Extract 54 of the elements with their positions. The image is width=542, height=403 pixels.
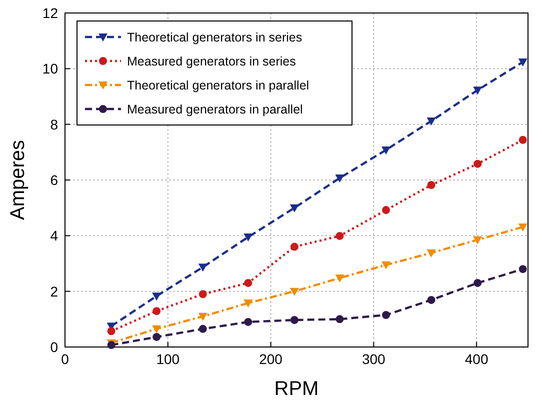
y-axis-title: Amperes <box>7 140 29 220</box>
point <box>198 290 207 298</box>
x-axis-title: RPM <box>274 378 319 400</box>
point <box>290 316 298 324</box>
point <box>152 325 162 334</box>
y-tick-label: 12 <box>42 5 58 21</box>
x-tick-label: 0 <box>61 351 70 367</box>
point <box>152 292 162 301</box>
point <box>290 288 299 296</box>
legend-label: Measured generators in series <box>127 54 296 68</box>
point <box>518 224 528 232</box>
point <box>244 278 252 287</box>
point <box>474 160 482 168</box>
point <box>427 181 436 190</box>
point <box>244 318 252 326</box>
point <box>152 332 161 341</box>
point <box>474 278 482 287</box>
y-tick-label: 4 <box>50 228 58 244</box>
point <box>473 236 482 244</box>
point <box>152 307 161 316</box>
point <box>244 234 253 242</box>
x-tick-label: 300 <box>362 351 386 367</box>
y-tick-label: 6 <box>50 172 58 188</box>
point <box>290 242 298 251</box>
point <box>336 315 344 324</box>
point <box>198 312 208 321</box>
point <box>426 249 436 258</box>
x-tick-label: 400 <box>464 351 488 367</box>
point <box>518 265 527 274</box>
point <box>518 136 527 144</box>
point <box>382 206 390 214</box>
point <box>382 261 391 270</box>
x-tick-label: 200 <box>259 351 283 367</box>
y-tick-label: 0 <box>50 339 58 355</box>
point <box>473 86 482 95</box>
legend-label: Theoretical generators in parallel <box>127 78 310 92</box>
point <box>290 204 299 212</box>
y-tick-label: 10 <box>42 60 58 77</box>
x-tick-label: 100 <box>156 351 180 367</box>
point <box>335 274 344 282</box>
legend-label: Theoretical generators in series <box>127 30 302 44</box>
point <box>335 174 344 183</box>
point <box>518 58 528 66</box>
point <box>198 264 208 272</box>
legend-label: Measured generators in parallel <box>127 102 303 116</box>
y-tick-label: 2 <box>50 283 58 300</box>
point <box>198 324 207 333</box>
y-tick-label: 8 <box>50 116 58 132</box>
point <box>427 296 436 304</box>
point <box>426 117 436 126</box>
point <box>107 327 116 336</box>
point <box>336 232 344 240</box>
point <box>244 300 253 308</box>
point <box>382 310 390 319</box>
